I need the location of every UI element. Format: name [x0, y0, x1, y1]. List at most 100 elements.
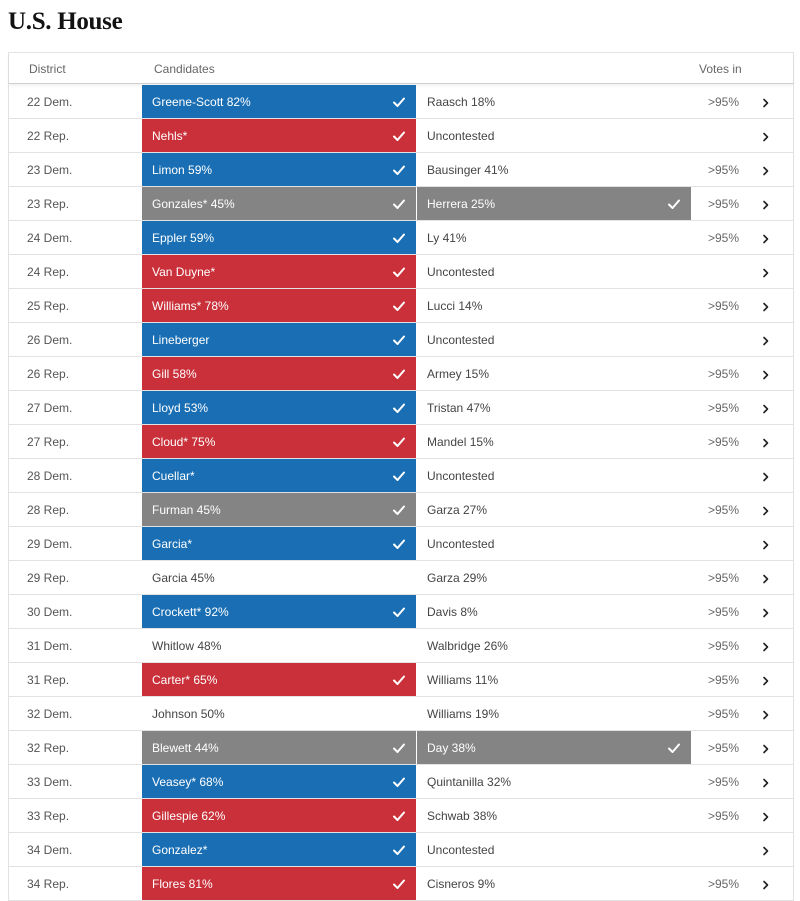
- chevron-right-icon[interactable]: [761, 301, 771, 312]
- candidate-1-cell: Lloyd 53%: [142, 391, 416, 424]
- results-table: District Candidates Votes in 22 Dem. Gree…: [8, 52, 794, 901]
- candidate-name: Walbridge 26%: [427, 639, 508, 653]
- candidate-2-cell: Armey 15%: [417, 357, 691, 390]
- table-row[interactable]: 29 Dem. Garcia* Uncontested: [9, 527, 793, 561]
- chevron-right-icon[interactable]: [761, 675, 771, 686]
- chevron-right-icon[interactable]: [761, 845, 771, 856]
- candidate-name: Gonzales* 45%: [152, 197, 235, 211]
- chevron-right-icon[interactable]: [761, 573, 771, 584]
- district-label: 34 Rep.: [27, 877, 70, 891]
- table-row[interactable]: 26 Rep. Gill 58% Armey 15% >95%: [9, 357, 793, 391]
- candidate-2-cell: Uncontested: [417, 527, 691, 560]
- candidate-2-cell: Uncontested: [417, 833, 691, 866]
- table-row[interactable]: 34 Dem. Gonzalez* Uncontested: [9, 833, 793, 867]
- district-label: 28 Rep.: [27, 503, 70, 517]
- district-column-header: District: [29, 62, 66, 76]
- checkmark-icon: [392, 741, 406, 755]
- checkmark-icon: [392, 129, 406, 143]
- chevron-right-icon[interactable]: [761, 811, 771, 822]
- chevron-right-icon[interactable]: [761, 709, 771, 720]
- checkmark-icon: [667, 197, 681, 211]
- chevron-right-icon[interactable]: [761, 233, 771, 244]
- table-row[interactable]: 30 Dem. Crockett* 92% Davis 8% >95%: [9, 595, 793, 629]
- candidates-column-header: Candidates: [154, 62, 215, 76]
- checkmark-icon: [392, 843, 406, 857]
- table-row[interactable]: 26 Dem. Lineberger Uncontested: [9, 323, 793, 357]
- district-label: 29 Rep.: [27, 571, 70, 585]
- votes-in-value: >95%: [708, 163, 740, 177]
- chevron-right-icon[interactable]: [761, 505, 771, 516]
- table-row[interactable]: 22 Rep. Nehls* Uncontested: [9, 119, 793, 153]
- chevron-right-icon[interactable]: [761, 607, 771, 618]
- district-label: 32 Rep.: [27, 741, 70, 755]
- candidate-name: Uncontested: [427, 843, 495, 857]
- votes-in-value: >95%: [708, 401, 740, 415]
- table-row[interactable]: 27 Dem. Lloyd 53% Tristan 47% >95%: [9, 391, 793, 425]
- chevron-right-icon[interactable]: [761, 165, 771, 176]
- chevron-right-icon[interactable]: [761, 539, 771, 550]
- votes-in-value: >95%: [708, 809, 740, 823]
- district-label: 33 Rep.: [27, 809, 70, 823]
- chevron-right-icon[interactable]: [761, 879, 771, 890]
- district-label: 32 Dem.: [27, 707, 73, 721]
- votes-in-value: >95%: [708, 197, 740, 211]
- candidate-1-cell: Eppler 59%: [142, 221, 416, 254]
- chevron-right-icon[interactable]: [761, 131, 771, 142]
- district-label: 23 Dem.: [27, 163, 73, 177]
- chevron-right-icon[interactable]: [761, 471, 771, 482]
- table-row[interactable]: 34 Rep. Flores 81% Cisneros 9% >95%: [9, 867, 793, 901]
- candidate-1-cell: Carter* 65%: [142, 663, 416, 696]
- chevron-right-icon[interactable]: [761, 369, 771, 380]
- checkmark-icon: [392, 333, 406, 347]
- table-row[interactable]: 27 Rep. Cloud* 75% Mandel 15% >95%: [9, 425, 793, 459]
- checkmark-icon: [392, 605, 406, 619]
- checkmark-icon: [392, 197, 406, 211]
- table-row[interactable]: 24 Dem. Eppler 59% Ly 41% >95%: [9, 221, 793, 255]
- table-row[interactable]: 23 Dem. Limon 59% Bausinger 41% >95%: [9, 153, 793, 187]
- district-label: 25 Rep.: [27, 299, 70, 313]
- candidate-1-cell: Van Duyne*: [142, 255, 416, 288]
- table-row[interactable]: 33 Dem. Veasey* 68% Quintanilla 32% >95%: [9, 765, 793, 799]
- candidate-name: Lloyd 53%: [152, 401, 209, 415]
- table-row[interactable]: 31 Dem. Whitlow 48% Walbridge 26% >95%: [9, 629, 793, 663]
- chevron-right-icon[interactable]: [761, 267, 771, 278]
- votes-in-value: >95%: [708, 503, 740, 517]
- chevron-right-icon[interactable]: [761, 335, 771, 346]
- candidate-2-cell: Uncontested: [417, 119, 691, 152]
- chevron-right-icon[interactable]: [761, 403, 771, 414]
- table-row[interactable]: 32 Dem. Johnson 50% Williams 19% >95%: [9, 697, 793, 731]
- checkmark-icon: [392, 435, 406, 449]
- chevron-right-icon[interactable]: [761, 199, 771, 210]
- candidate-name: Nehls*: [152, 129, 188, 143]
- district-label: 33 Dem.: [27, 775, 73, 789]
- table-row[interactable]: 29 Rep. Garcia 45% Garza 29% >95%: [9, 561, 793, 595]
- chevron-right-icon[interactable]: [761, 97, 771, 108]
- candidate-1-cell: Cuellar*: [142, 459, 416, 492]
- votes-in-value: >95%: [708, 367, 740, 381]
- chevron-right-icon[interactable]: [761, 437, 771, 448]
- candidate-name: Quintanilla 32%: [427, 775, 512, 789]
- table-row[interactable]: 28 Dem. Cuellar* Uncontested: [9, 459, 793, 493]
- table-row[interactable]: 23 Rep. Gonzales* 45% Herrera 25% >95%: [9, 187, 793, 221]
- table-row[interactable]: 25 Rep. Williams* 78% Lucci 14% >95%: [9, 289, 793, 323]
- candidate-name: Whitlow 48%: [152, 639, 222, 653]
- district-label: 24 Rep.: [27, 265, 70, 279]
- table-row[interactable]: 28 Rep. Furman 45% Garza 27% >95%: [9, 493, 793, 527]
- candidate-2-cell: Raasch 18%: [417, 85, 691, 118]
- table-row[interactable]: 33 Rep. Gillespie 62% Schwab 38% >95%: [9, 799, 793, 833]
- chevron-right-icon[interactable]: [761, 777, 771, 788]
- table-row[interactable]: 24 Rep. Van Duyne* Uncontested: [9, 255, 793, 289]
- district-label: 31 Rep.: [27, 673, 70, 687]
- candidate-name: Ly 41%: [427, 231, 467, 245]
- chevron-right-icon[interactable]: [761, 641, 771, 652]
- candidate-name: Cloud* 75%: [152, 435, 216, 449]
- votes-in-value: >95%: [708, 775, 740, 789]
- district-label: 22 Dem.: [27, 95, 73, 109]
- table-row[interactable]: 31 Rep. Carter* 65% Williams 11% >95%: [9, 663, 793, 697]
- table-row[interactable]: 22 Dem. Greene-Scott 82% Raasch 18% >95%: [9, 85, 793, 119]
- candidate-name: Flores 81%: [152, 877, 213, 891]
- candidate-name: Day 38%: [427, 741, 476, 755]
- candidate-1-cell: Garcia 45%: [142, 561, 416, 594]
- chevron-right-icon[interactable]: [761, 743, 771, 754]
- table-row[interactable]: 32 Rep. Blewett 44% Day 38% >95%: [9, 731, 793, 765]
